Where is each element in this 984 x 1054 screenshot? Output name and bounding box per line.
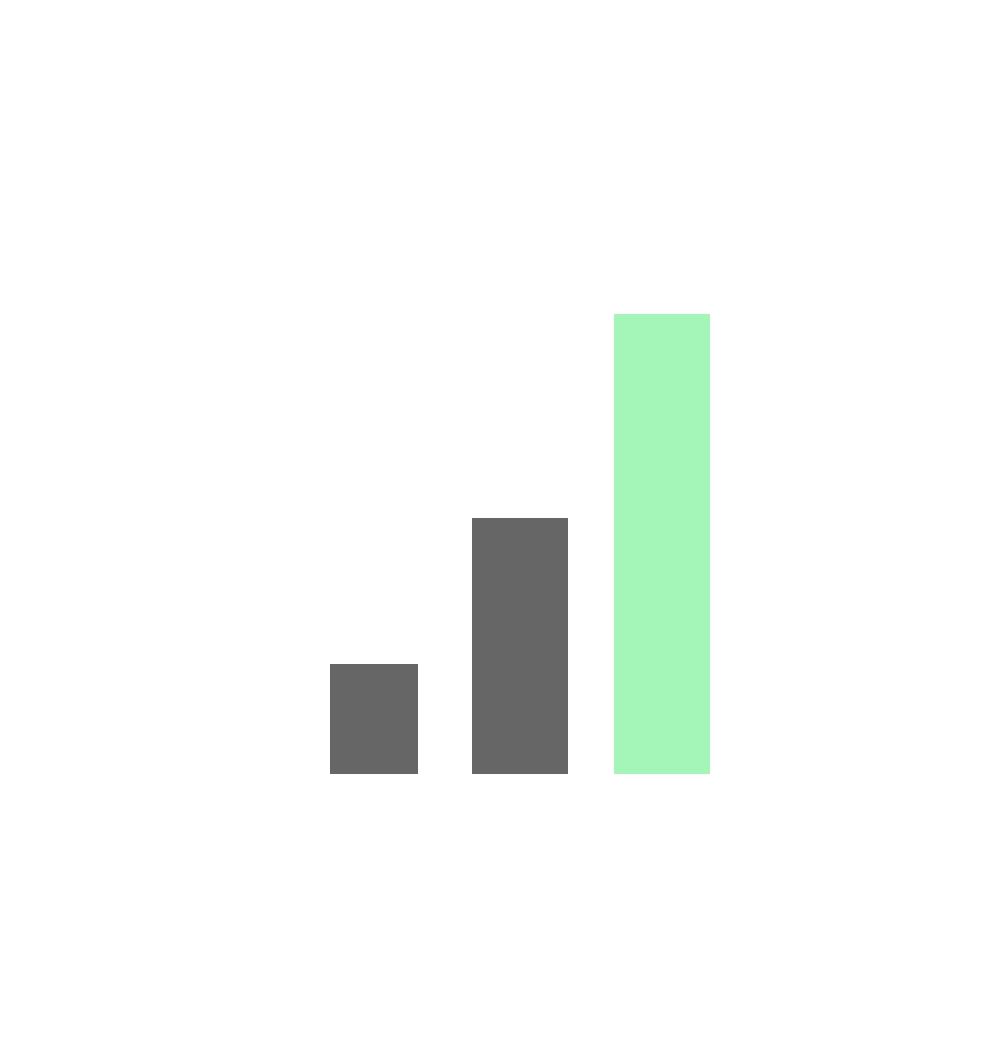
- bar-1: [330, 664, 418, 774]
- bar-2: [472, 518, 568, 774]
- bar-3: [614, 314, 710, 774]
